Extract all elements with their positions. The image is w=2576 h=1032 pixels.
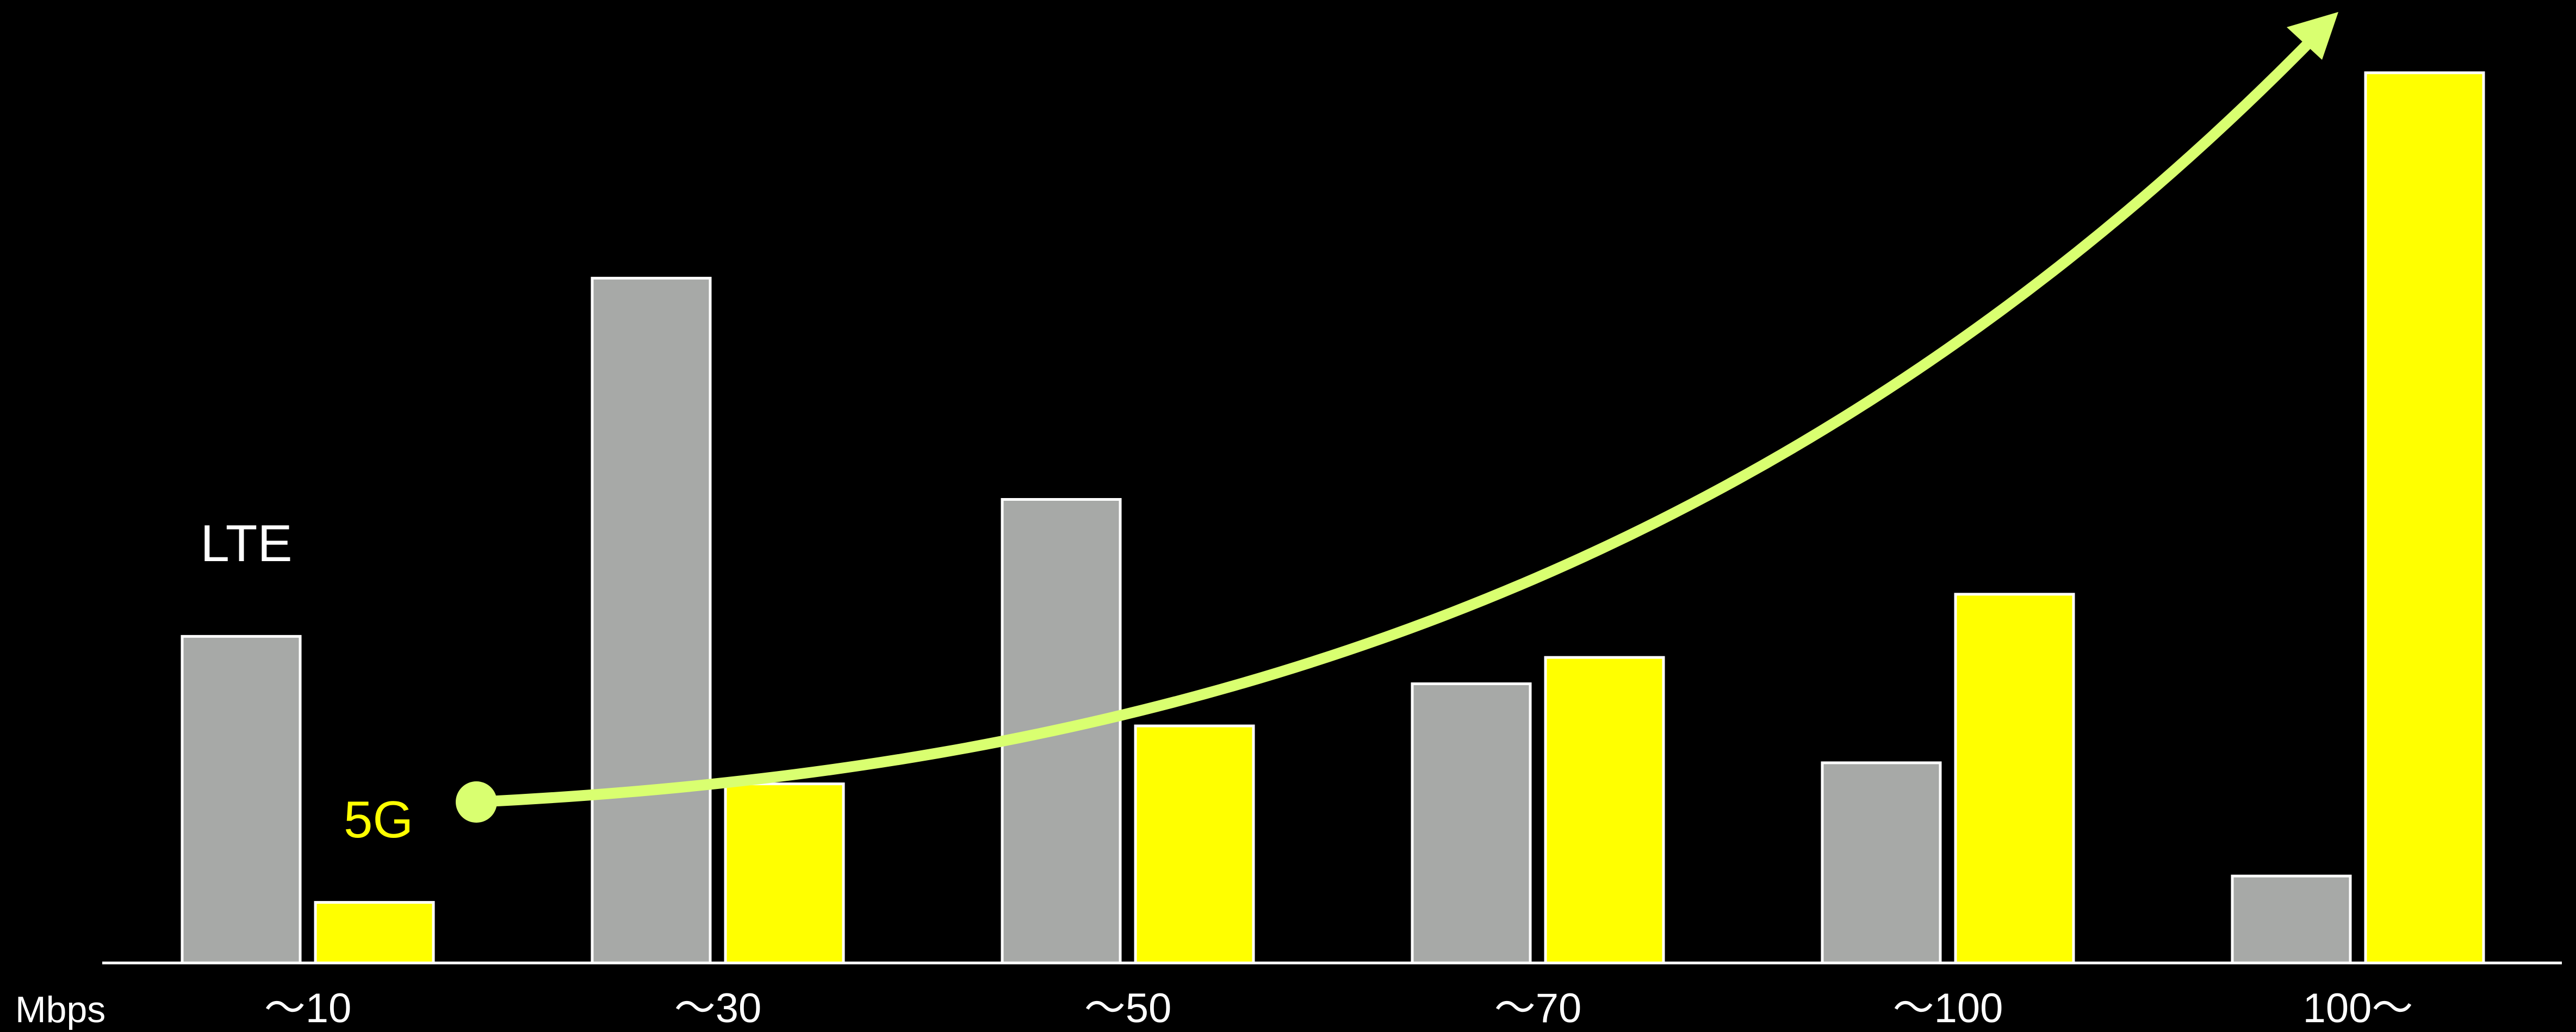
x-axis-unit-label: Mbps <box>15 989 105 1030</box>
x-tick-label: ～100 <box>1893 985 2003 1031</box>
bar-5g-3 <box>1544 656 1665 965</box>
x-axis-ticks: ～10 ～30 ～50 ～70 ～100 100～ <box>264 985 2413 1031</box>
bar-5g-1 <box>724 782 845 965</box>
series-label-5g: 5G <box>344 791 413 849</box>
x-tick-label: ～70 <box>1494 985 1582 1031</box>
bar-lte-3 <box>1411 682 1532 965</box>
bar-5g-0 <box>314 901 435 965</box>
bar-5g-4 <box>1954 593 2075 965</box>
x-tick-label: ～30 <box>674 985 762 1031</box>
trend-start-dot <box>456 781 497 823</box>
x-tick-label: ～50 <box>1084 985 1172 1031</box>
bar-5g-5 <box>2364 71 2485 965</box>
series-label-lte: LTE <box>201 514 293 573</box>
bar-lte-4 <box>1821 761 1942 965</box>
bar-lte-0 <box>181 635 302 965</box>
arrowhead-icon <box>2287 12 2338 60</box>
trend-arrow <box>471 28 2323 807</box>
x-tick-label: ～10 <box>264 985 352 1031</box>
bar-lte-1 <box>591 277 712 965</box>
bar-lte-5 <box>2231 874 2352 965</box>
x-tick-label: 100～ <box>2303 985 2413 1031</box>
bar-5g-2 <box>1134 724 1255 965</box>
